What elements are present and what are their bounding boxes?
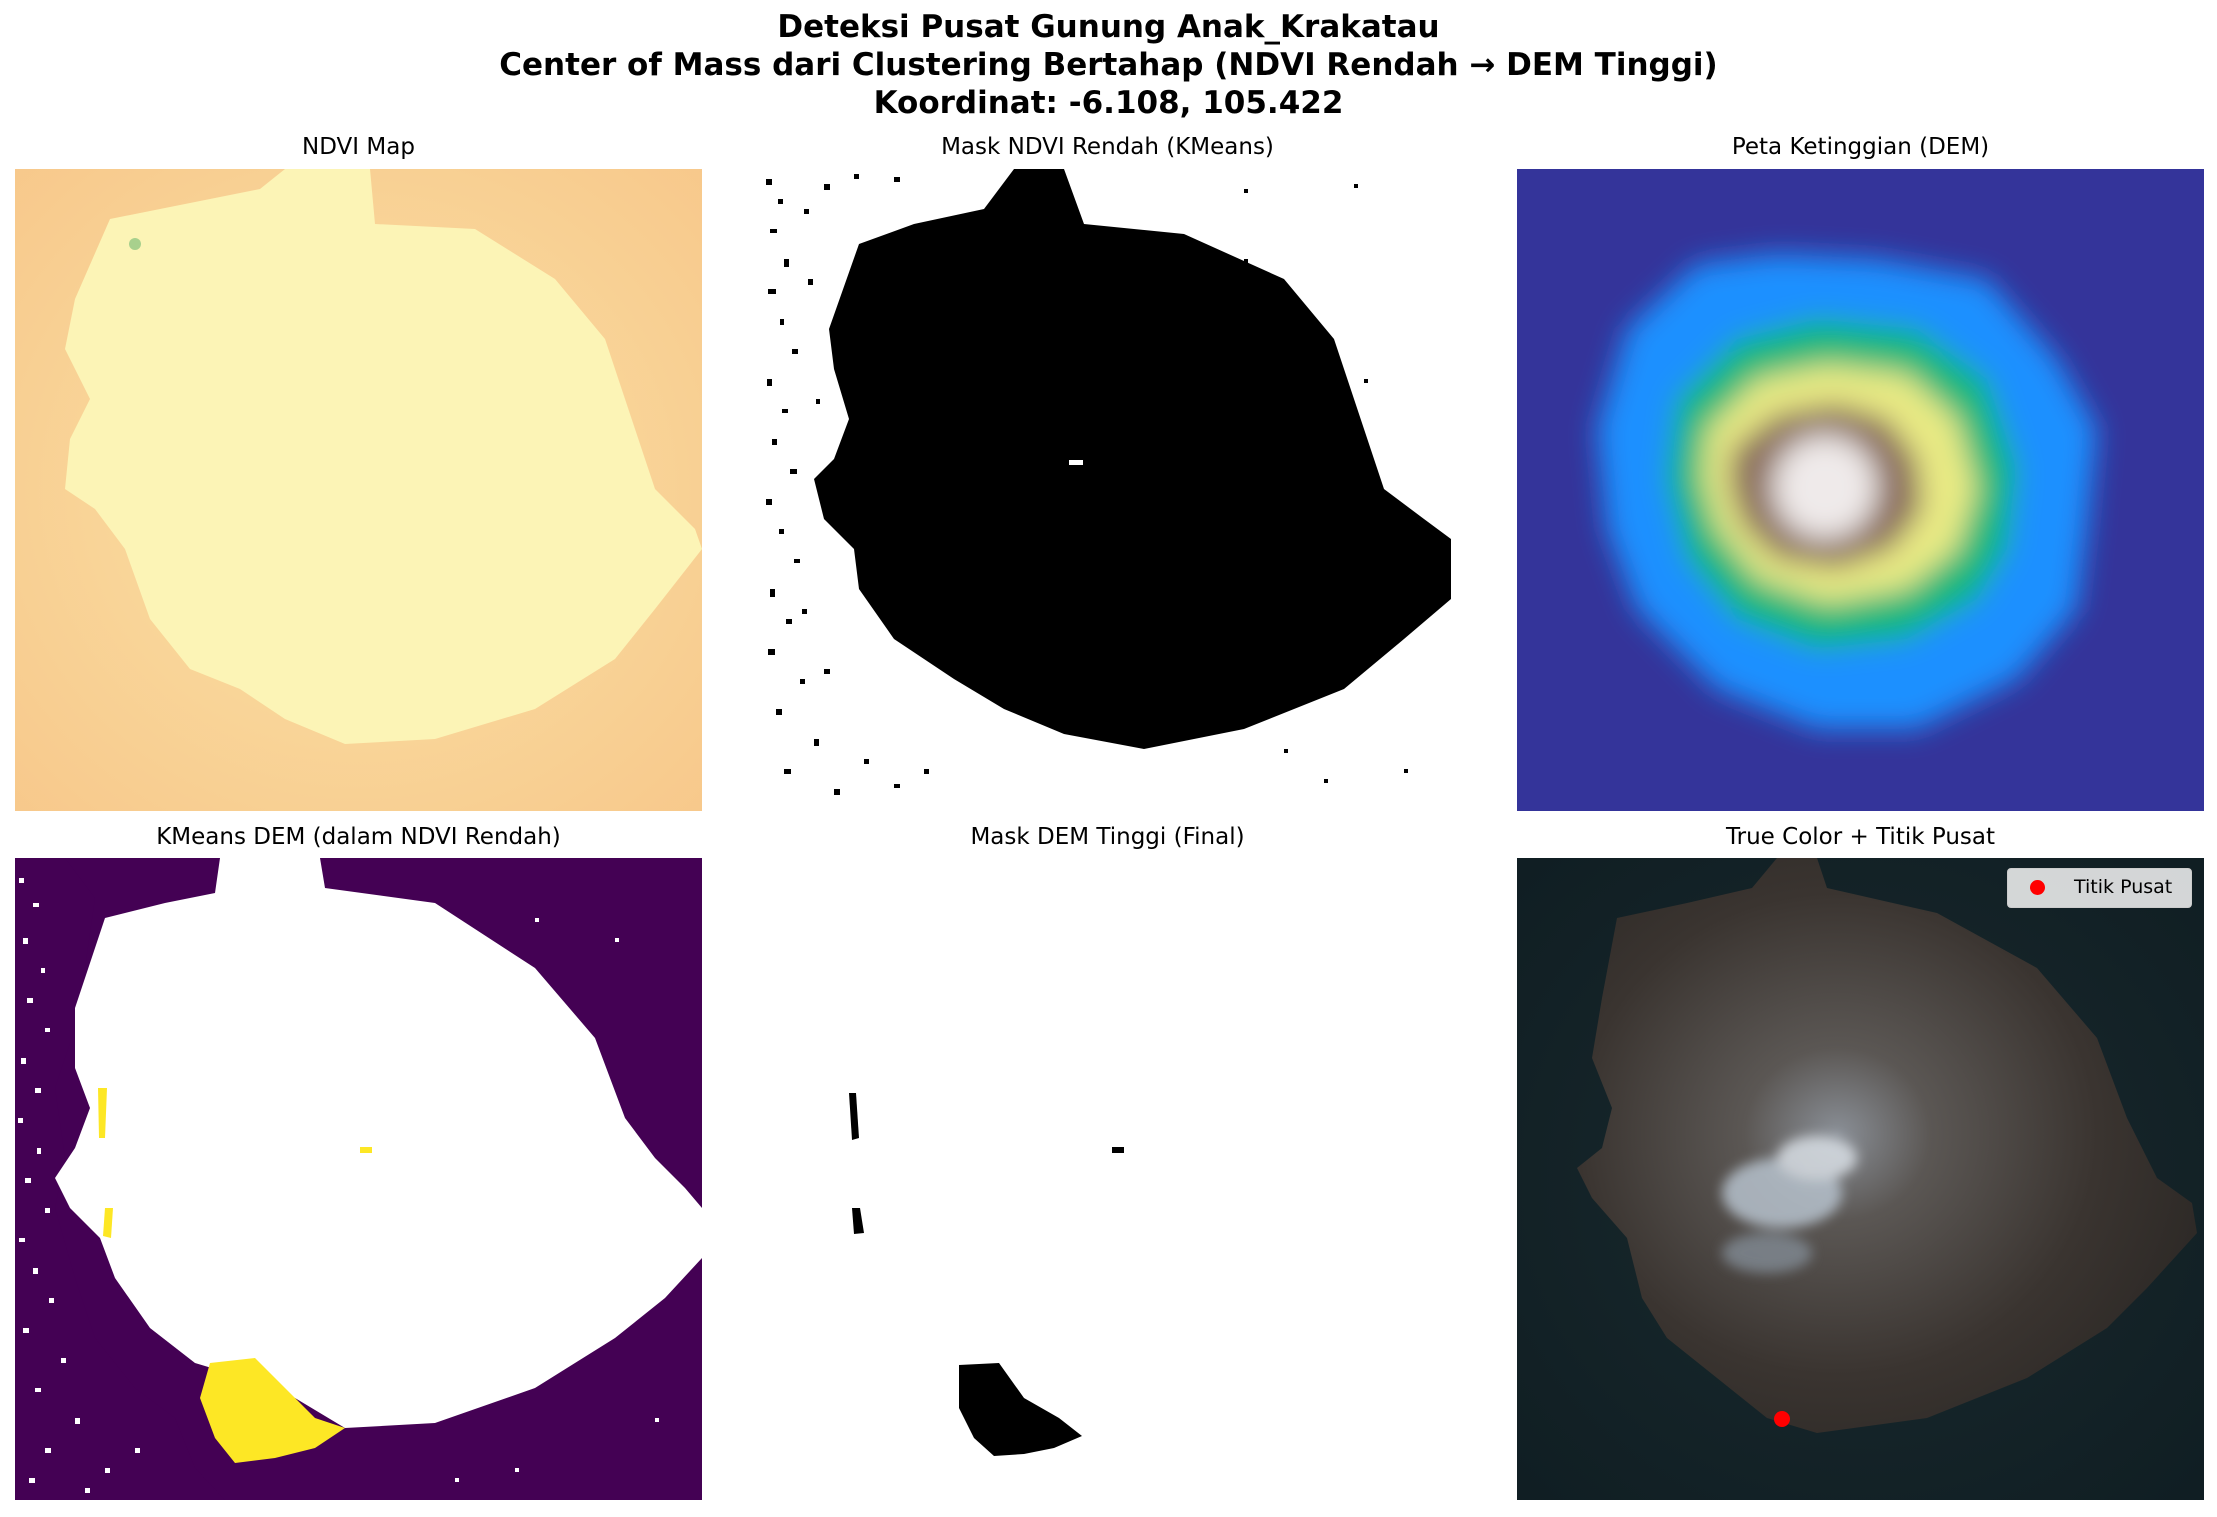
- panel-title-true-color: True Color + Titik Pusat: [1725, 824, 1995, 850]
- panel-title-kmeans-dem: KMeans DEM (dalam NDVI Rendah): [156, 824, 561, 850]
- true-color-image: [1517, 858, 2204, 1500]
- mask-dem-final-image: [764, 858, 1451, 1500]
- figure-title-line3: Koordinat: -6.108, 105.422: [873, 85, 1344, 121]
- panel-title-ndvi: NDVI Map: [302, 134, 415, 160]
- legend-label: Titik Pusat: [2074, 876, 2173, 898]
- center-point-dot: [1774, 1411, 1790, 1427]
- legend: Titik Pusat: [2007, 868, 2192, 908]
- panel-title-dem: Peta Ketinggian (DEM): [1731, 134, 1990, 160]
- dem-image: [1517, 169, 2204, 811]
- mask-ndvi-image: [764, 169, 1451, 811]
- panel-title-mask-ndvi: Mask NDVI Rendah (KMeans): [941, 134, 1274, 160]
- figure-title: Deteksi Pusat Gunung Anak_Krakatau Cente…: [0, 8, 2217, 122]
- figure-title-line2: Center of Mass dari Clustering Bertahap …: [499, 47, 1718, 83]
- figure-title-line1: Deteksi Pusat Gunung Anak_Krakatau: [777, 9, 1440, 45]
- legend-marker-icon: [2030, 880, 2045, 895]
- kmeans-dem-image: [15, 858, 702, 1500]
- panel-title-mask-dem: Mask DEM Tinggi (Final): [970, 824, 1245, 850]
- ndvi-map-image: [15, 169, 702, 811]
- center-point-marker: [1774, 1411, 1790, 1427]
